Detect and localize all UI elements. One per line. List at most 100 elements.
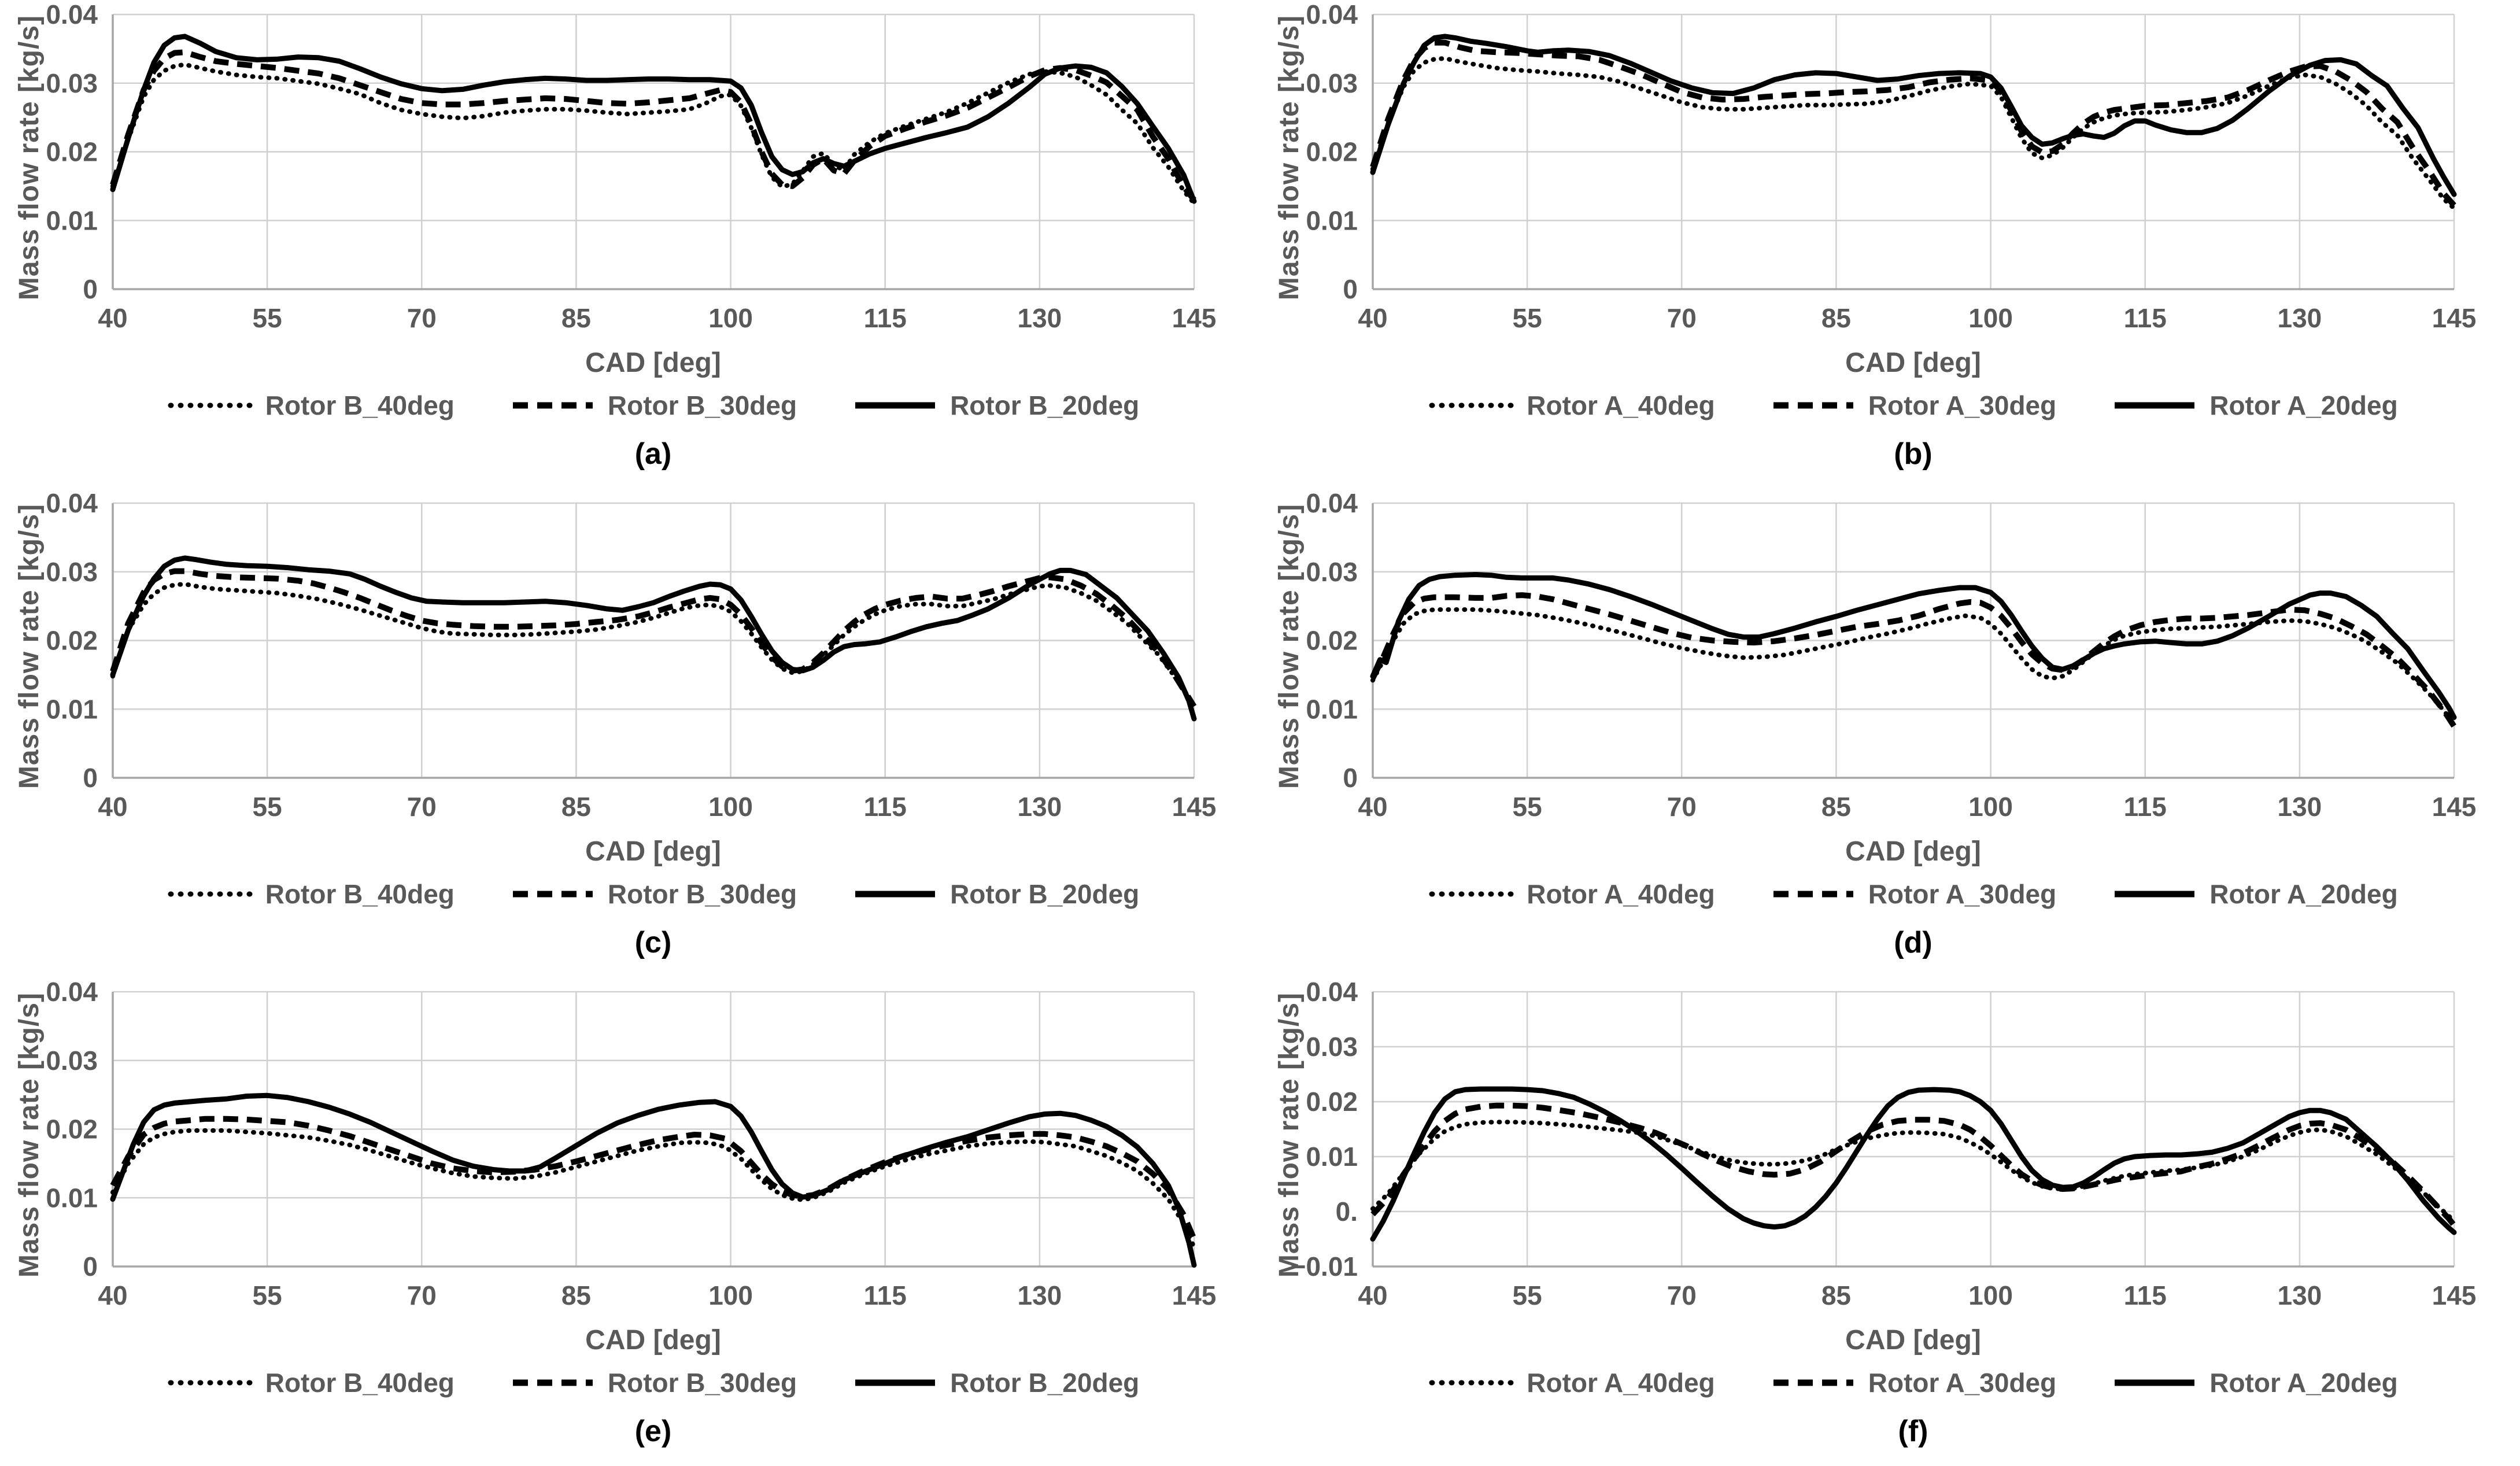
legend-item: Rotor B_40deg	[167, 878, 455, 910]
chart-canvas-a: 0 0.01 0.02 0.03 0.04 40 55 70 85 100 115 130 145	[46, 0, 1217, 333]
legend-item: Rotor B_30deg	[509, 390, 797, 421]
chart-caption: (c)	[634, 926, 672, 959]
svg-text:0.04: 0.04	[46, 489, 98, 518]
svg-text:115: 115	[864, 303, 907, 333]
legend-item: Rotor B_30deg	[509, 878, 797, 910]
chart-caption: (a)	[634, 437, 672, 471]
svg-text:115: 115	[2124, 792, 2167, 822]
x-axis-title: CAD [deg]	[585, 1325, 721, 1356]
svg-text:0.02: 0.02	[1306, 137, 1358, 167]
legend-label: Rotor A_20deg	[2209, 1368, 2398, 1398]
legend-label: Rotor B_40deg	[265, 879, 455, 909]
svg-text:0.01: 0.01	[46, 1183, 98, 1213]
svg-text:55: 55	[1513, 303, 1542, 333]
legend-item: Rotor B_40deg	[167, 1367, 455, 1398]
svg-text:40: 40	[98, 303, 127, 333]
legend-label: Rotor B_30deg	[607, 1368, 797, 1398]
svg-text:145: 145	[1172, 792, 1217, 822]
chart-panel-f: Mass flow rate [kg/s] −0.01 0. 0.01 0.02 0.0…	[1260, 977, 2520, 1466]
svg-text:0.01: 0.01	[46, 205, 98, 235]
chart-panel-c: Mass flow rate [kg/s] 0 0.01 0.02 0.03 0.04 4…	[0, 489, 1260, 977]
svg-text:55: 55	[253, 792, 282, 822]
legend-label: Rotor A_40deg	[1527, 1368, 1715, 1398]
legend-label: Rotor B_40deg	[265, 390, 455, 420]
legend-line-dashed-icon	[1773, 402, 1853, 409]
x-axis-title: CAD [deg]	[585, 348, 721, 378]
svg-text:40: 40	[1358, 792, 1387, 822]
legend: Rotor B_40deg Rotor B_30deg Rotor B_20de…	[0, 877, 1260, 911]
svg-text:0: 0	[83, 1251, 98, 1282]
legend-line-dashed-icon	[512, 402, 593, 409]
svg-text:0.02: 0.02	[46, 1114, 98, 1144]
chart-caption: (e)	[634, 1415, 672, 1448]
chart-canvas-b: 0 0.01 0.02 0.03 0.04 40 55 70 85 100 115 130 145	[1306, 0, 2476, 333]
legend: Rotor A_40deg Rotor A_30deg Rotor A_20de…	[1260, 388, 2520, 423]
chart-canvas-f: −0.01 0. 0.01 0.02 0.03 0.04 40 55 70 85 100 115 130…	[1291, 977, 2477, 1310]
svg-text:0.04: 0.04	[46, 0, 98, 29]
legend-line-solid-icon	[855, 891, 936, 898]
svg-text:70: 70	[407, 792, 437, 822]
svg-text:70: 70	[407, 1280, 437, 1310]
legend-line-dotted-icon	[1429, 891, 1514, 897]
svg-text:85: 85	[1821, 303, 1851, 333]
svg-text:100: 100	[708, 1280, 753, 1310]
svg-text:85: 85	[561, 792, 591, 822]
svg-text:115: 115	[864, 1280, 907, 1310]
svg-text:40: 40	[98, 792, 127, 822]
legend-item: Rotor A_20deg	[2111, 390, 2398, 421]
legend-line-solid-icon	[2115, 891, 2195, 898]
legend-line-solid-icon	[2115, 1379, 2195, 1386]
legend-item: Rotor B_20deg	[852, 878, 1139, 910]
svg-text:55: 55	[1513, 1280, 1542, 1310]
svg-text:100: 100	[708, 303, 753, 333]
svg-text:115: 115	[2124, 303, 2167, 333]
legend-label: Rotor B_30deg	[607, 390, 797, 420]
legend-label: Rotor A_20deg	[2209, 879, 2398, 909]
svg-text:0: 0	[83, 763, 98, 793]
svg-text:0: 0	[1343, 763, 1358, 793]
legend-label: Rotor A_30deg	[1868, 879, 2057, 909]
svg-text:0.04: 0.04	[46, 977, 98, 1007]
legend-line-dashed-icon	[512, 891, 593, 898]
svg-text:100: 100	[1968, 1280, 2013, 1310]
legend-line-dashed-icon	[1773, 1379, 1853, 1386]
svg-text:70: 70	[1667, 792, 1697, 822]
svg-text:0.02: 0.02	[1306, 626, 1358, 656]
legend-label: Rotor A_40deg	[1527, 879, 1715, 909]
svg-text:0.04: 0.04	[1306, 977, 1358, 1007]
svg-text:0.01: 0.01	[46, 694, 98, 724]
svg-text:85: 85	[1821, 1280, 1851, 1310]
legend-item: Rotor B_20deg	[852, 390, 1139, 421]
svg-text:0.03: 0.03	[46, 557, 98, 587]
svg-text:130: 130	[1018, 1280, 1062, 1310]
chart-canvas-e: 0 0.01 0.02 0.03 0.04 40 55 70 85 100 115 130 145	[46, 977, 1216, 1310]
legend-line-solid-icon	[2115, 402, 2195, 409]
legend-item: Rotor A_20deg	[2111, 878, 2398, 910]
x-axis-title: CAD [deg]	[585, 836, 721, 867]
legend-line-solid-icon	[855, 1379, 936, 1386]
svg-text:0.03: 0.03	[1306, 557, 1358, 587]
legend-label: Rotor A_40deg	[1527, 390, 1715, 420]
chart-canvas-c: 0 0.01 0.02 0.03 0.04 40 55 70 85 100 115 130 145	[46, 489, 1217, 822]
x-axis-title: CAD [deg]	[1845, 348, 1981, 378]
svg-text:145: 145	[1172, 303, 1217, 333]
svg-text:0.02: 0.02	[1306, 1087, 1358, 1117]
chart-panel-e: Mass flow rate [kg/s] 0 0.01 0.02 0.03 0.04 4…	[0, 977, 1260, 1466]
legend-label: Rotor B_20deg	[950, 879, 1140, 909]
legend-line-dotted-icon	[168, 1380, 253, 1386]
svg-text:130: 130	[2278, 792, 2322, 822]
svg-text:85: 85	[1821, 792, 1851, 822]
legend-line-dashed-icon	[1773, 891, 1853, 898]
svg-text:100: 100	[1968, 303, 2013, 333]
legend: Rotor A_40deg Rotor A_30deg Rotor A_20de…	[1260, 1365, 2520, 1400]
legend-item: Rotor A_30deg	[1770, 390, 2056, 421]
svg-text:40: 40	[1358, 303, 1387, 333]
legend-item: Rotor A_40deg	[1428, 878, 1715, 910]
svg-text:130: 130	[1018, 792, 1062, 822]
legend-label: Rotor A_20deg	[2209, 390, 2398, 420]
legend-label: Rotor A_30deg	[1868, 1368, 2057, 1398]
x-axis-title: CAD [deg]	[1845, 836, 1981, 867]
svg-text:0.03: 0.03	[1306, 68, 1358, 98]
svg-text:0.01: 0.01	[1306, 1142, 1358, 1172]
